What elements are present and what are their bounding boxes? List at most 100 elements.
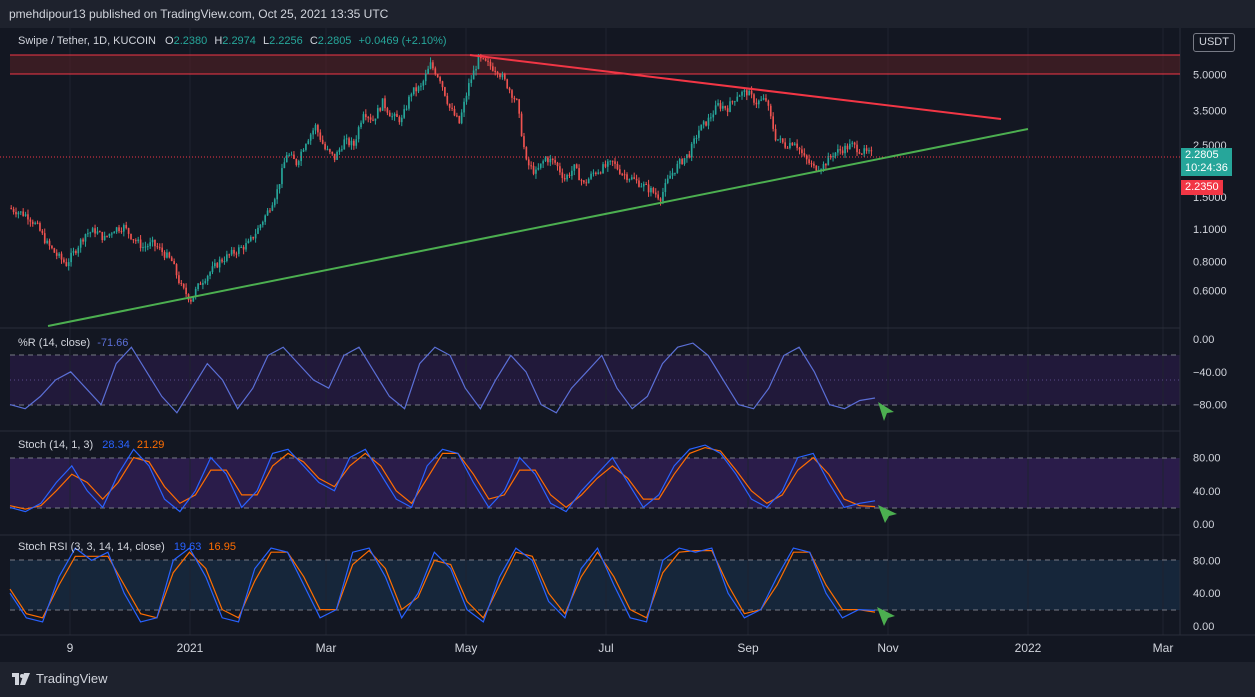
chart-area[interactable]: 5.0000 3.5000 2.5000 1.5000 1.1000 0.8000 0.60… bbox=[0, 28, 1255, 662]
candle-body bbox=[314, 125, 317, 131]
candle-body bbox=[863, 148, 866, 154]
candle-body bbox=[489, 61, 492, 67]
resistance-zone[interactable] bbox=[10, 55, 1180, 74]
ohlc-high: 2.2974 bbox=[222, 35, 256, 47]
candle-body bbox=[695, 137, 698, 139]
candle-body bbox=[575, 164, 578, 169]
candle-body bbox=[396, 113, 398, 117]
stochrsi-title[interactable]: Stoch RSI (3, 3, 14, 14, close) bbox=[18, 541, 165, 553]
candle-body bbox=[762, 98, 765, 100]
candle-body bbox=[67, 262, 70, 267]
candle-body bbox=[302, 149, 305, 152]
candle-body bbox=[46, 240, 48, 244]
chart-svg[interactable]: 5.00003.50002.50001.50001.10000.80000.60… bbox=[0, 28, 1255, 662]
candle-body bbox=[602, 164, 604, 174]
candle-body bbox=[242, 247, 245, 250]
candle-body bbox=[202, 282, 204, 285]
candle-body bbox=[10, 207, 13, 209]
candle-body bbox=[331, 151, 334, 154]
candle-body bbox=[635, 178, 638, 181]
tradingview-brand[interactable]: TradingView bbox=[12, 671, 108, 686]
candles bbox=[10, 53, 873, 305]
main-pane[interactable] bbox=[0, 28, 1180, 327]
candle-body bbox=[185, 287, 187, 295]
candle-body bbox=[204, 281, 207, 283]
resistance-trendline[interactable] bbox=[469, 54, 1002, 120]
williams-title[interactable]: %R (14, close) bbox=[18, 337, 91, 349]
candle-body bbox=[295, 159, 298, 165]
stoch-title[interactable]: Stoch (14, 1, 3) bbox=[18, 439, 94, 451]
candle-body bbox=[606, 161, 609, 167]
candle-body bbox=[503, 74, 506, 80]
candle-body bbox=[769, 105, 772, 117]
candle-body bbox=[566, 174, 568, 180]
candle-body bbox=[726, 108, 729, 112]
stoch-k-value: 28.34 bbox=[102, 439, 130, 451]
alert-price-label: 2.2350 bbox=[1181, 180, 1223, 195]
candle-body bbox=[319, 132, 322, 140]
time-tick: 2021 bbox=[177, 641, 204, 655]
time-axis[interactable]: 9 2021 Mar May Jul Sep Nov 2022 Mar bbox=[67, 641, 1174, 655]
stochrsi-d-line bbox=[9, 549, 876, 619]
grid bbox=[69, 28, 1164, 635]
candle-body bbox=[43, 233, 46, 244]
tradingview-logo-icon bbox=[12, 672, 30, 685]
candle-body bbox=[544, 157, 547, 162]
candle-body bbox=[237, 247, 240, 254]
candle-body bbox=[578, 168, 580, 181]
candle-body bbox=[125, 225, 128, 229]
candle-body bbox=[336, 152, 338, 160]
candle-body bbox=[494, 70, 497, 72]
green-arrow-icon bbox=[877, 607, 895, 626]
stoch-d-line bbox=[9, 446, 876, 510]
candle-body bbox=[362, 114, 365, 123]
candle-body bbox=[597, 172, 600, 174]
candle-body bbox=[640, 186, 643, 188]
candle-body bbox=[638, 180, 640, 187]
candle-body bbox=[420, 85, 422, 87]
candle-body bbox=[470, 79, 473, 84]
stoch-legend: Stoch (14, 1, 3) 28.34 21.29 bbox=[18, 439, 164, 451]
candle-body bbox=[72, 250, 75, 253]
candle-body bbox=[515, 99, 518, 101]
candle-body bbox=[444, 87, 446, 96]
candle-body bbox=[36, 222, 39, 224]
candle-body bbox=[654, 192, 657, 195]
candle-body bbox=[48, 240, 51, 246]
price-axis[interactable]: 5.00003.50002.50001.50001.10000.80000.60… bbox=[1193, 35, 1227, 633]
symbol-title[interactable]: Swipe / Tether, 1D, KUCOIN bbox=[18, 35, 156, 47]
candle-body bbox=[650, 187, 652, 193]
candle-body bbox=[729, 101, 731, 112]
candle-body bbox=[674, 172, 676, 174]
candle-body bbox=[542, 161, 544, 164]
support-trendline[interactable] bbox=[47, 128, 1029, 327]
currency-button[interactable]: USDT bbox=[1193, 33, 1235, 52]
candle-body bbox=[343, 139, 346, 150]
candle-body bbox=[77, 247, 80, 254]
candle-body bbox=[666, 178, 669, 183]
candle-body bbox=[678, 159, 681, 164]
candle-body bbox=[89, 232, 92, 234]
candle-body bbox=[757, 100, 760, 105]
time-tick: May bbox=[455, 641, 478, 655]
candle-body bbox=[82, 239, 84, 242]
candle-body bbox=[12, 208, 15, 212]
candle-body bbox=[664, 182, 667, 192]
candle-body bbox=[240, 247, 243, 249]
candle-body bbox=[422, 81, 425, 86]
candle-body bbox=[853, 142, 856, 145]
brand-name: TradingView bbox=[36, 671, 108, 686]
stochrsi-band bbox=[10, 560, 1180, 610]
candle-body bbox=[154, 239, 156, 247]
candle-body bbox=[235, 253, 238, 255]
price-tick: 1.5000 bbox=[1193, 192, 1227, 204]
candle-body bbox=[271, 205, 274, 211]
candle-body bbox=[436, 74, 439, 78]
candle-body bbox=[353, 140, 355, 146]
candle-body bbox=[345, 138, 348, 140]
candle-body bbox=[206, 275, 209, 282]
candle-body bbox=[628, 179, 631, 181]
candle-body bbox=[158, 247, 161, 249]
candle-body bbox=[439, 77, 441, 82]
candle-body bbox=[595, 172, 597, 174]
